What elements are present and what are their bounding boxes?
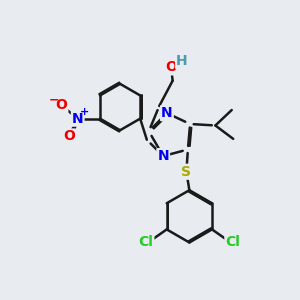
Text: N: N: [72, 112, 83, 126]
Text: −: −: [49, 93, 59, 106]
Text: N: N: [158, 149, 169, 163]
Text: S: S: [182, 165, 191, 179]
Text: N: N: [161, 106, 173, 120]
Text: O: O: [165, 60, 177, 74]
Text: O: O: [63, 130, 75, 143]
Text: H: H: [176, 54, 188, 68]
Text: O: O: [56, 98, 67, 112]
Text: +: +: [80, 107, 89, 117]
Text: Cl: Cl: [225, 235, 240, 249]
Text: Cl: Cl: [139, 235, 153, 249]
